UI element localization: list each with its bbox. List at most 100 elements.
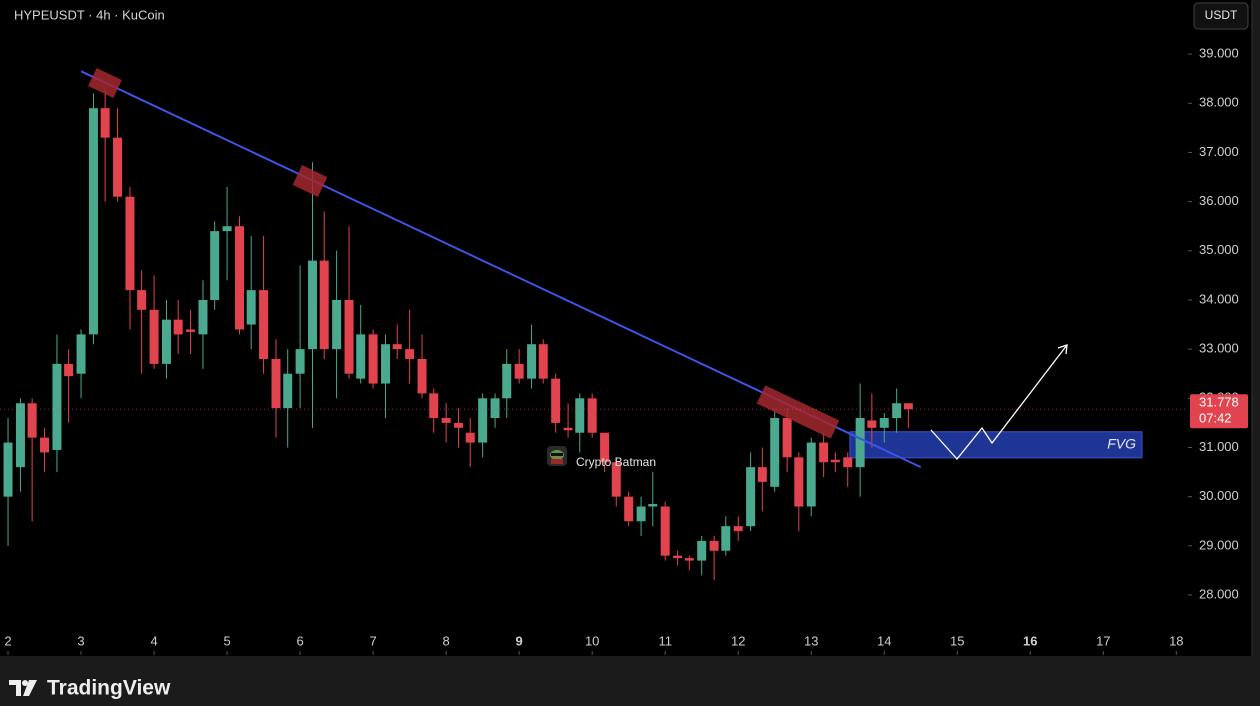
last-price-label: 31.778 [1199, 395, 1239, 410]
candle-body [575, 398, 585, 433]
x-tick-label: 17 [1096, 633, 1110, 648]
touch-marker [756, 385, 840, 439]
currency-label[interactable]: USDT [1205, 8, 1238, 22]
candle-body [210, 231, 220, 300]
y-tick-label: 30.000 [1199, 488, 1239, 503]
candle-body [746, 467, 756, 527]
candle-body [782, 417, 792, 458]
candle-body [465, 432, 475, 443]
x-tick-label: 7 [370, 633, 377, 648]
candle-body [295, 349, 305, 374]
candle-body [344, 299, 354, 374]
candle-body [563, 427, 573, 431]
candle-body [27, 403, 37, 438]
candle-body [125, 196, 135, 291]
candle-body [843, 457, 853, 468]
candle-body [137, 290, 147, 310]
brand-name: TradingView [47, 677, 171, 700]
candle-body [478, 398, 488, 443]
candle-body [892, 403, 902, 418]
watermark: Crypto Batman [576, 455, 656, 469]
candle-body [149, 309, 159, 364]
candle-body [405, 349, 415, 359]
drawings: FVG [849, 431, 1143, 459]
candle-body [283, 373, 293, 409]
candle-body [903, 403, 913, 410]
x-tick-label: 12 [731, 633, 745, 648]
candle-body [538, 344, 548, 379]
last-price-tag [1190, 394, 1248, 429]
candle-body [429, 393, 439, 418]
x-tick-label: 2 [4, 633, 11, 648]
candle-body [222, 226, 232, 232]
x-tick-label: 16 [1023, 633, 1037, 648]
candle-body [855, 417, 865, 468]
x-tick-label: 9 [516, 633, 523, 648]
candle-body [600, 432, 610, 463]
candle-body [819, 442, 829, 463]
candle-body [624, 496, 634, 522]
y-tick-label: 38.000 [1199, 95, 1239, 110]
currency-button[interactable] [1193, 2, 1249, 30]
overlay: Crypto Batman [88, 67, 1068, 469]
candle-body [527, 344, 537, 379]
candle-body [161, 319, 171, 364]
candle-body [259, 290, 269, 359]
y-tick-label: 29.000 [1199, 537, 1239, 552]
y-tick-label: 31.000 [1199, 439, 1239, 454]
candle-body [319, 260, 329, 350]
y-tick-label: 35.000 [1199, 242, 1239, 257]
axes: 28.00029.00030.00031.00032.00033.00034.0… [4, 46, 1239, 655]
candle-body [417, 358, 427, 394]
candle-body [40, 437, 50, 453]
x-tick-label: 15 [950, 633, 964, 648]
candle-body [52, 363, 62, 450]
fvg-label: FVG [1107, 435, 1136, 451]
candle-body [648, 504, 658, 507]
candle-body [246, 290, 256, 325]
candle-body [757, 467, 767, 482]
candle-body [794, 457, 804, 507]
candle-body [697, 540, 707, 561]
candle-body [198, 299, 208, 335]
candle-body [392, 344, 402, 350]
candle-body [514, 363, 524, 379]
candle-body [611, 462, 621, 497]
x-tick-label: 4 [150, 633, 157, 648]
candle-body [636, 506, 646, 522]
candle-body [660, 506, 670, 556]
x-tick-label: 11 [658, 633, 672, 648]
candle-body [64, 363, 74, 377]
candle-body [368, 334, 378, 384]
candle-body [867, 420, 877, 428]
candle-body [186, 329, 196, 332]
candle-body [332, 299, 342, 350]
x-tick-label: 6 [296, 633, 303, 648]
projection-arrowhead [1057, 344, 1068, 355]
y-tick-label: 37.000 [1199, 144, 1239, 159]
y-tick-label: 28.000 [1199, 586, 1239, 601]
candle-body [709, 540, 719, 551]
countdown-label: 07:42 [1199, 411, 1232, 426]
candle-body [88, 108, 98, 335]
candle-body [830, 459, 840, 463]
x-tick-label: 8 [443, 633, 450, 648]
candle-body [234, 226, 244, 330]
candle-body [684, 558, 694, 561]
projection-path [930, 344, 1068, 461]
x-tick-label: 18 [1169, 633, 1183, 648]
x-tick-label: 3 [77, 633, 84, 648]
x-tick-label: 10 [585, 633, 599, 648]
candle-body [770, 417, 780, 487]
watermark-icon [547, 446, 567, 466]
x-tick-label: 5 [223, 633, 230, 648]
candle-body [454, 422, 464, 428]
y-tick-label: 36.000 [1199, 193, 1239, 208]
candle-body [381, 344, 391, 384]
touch-marker [292, 165, 328, 197]
candle-body [76, 334, 86, 374]
candle-body [3, 442, 13, 497]
candle-body [806, 442, 816, 507]
